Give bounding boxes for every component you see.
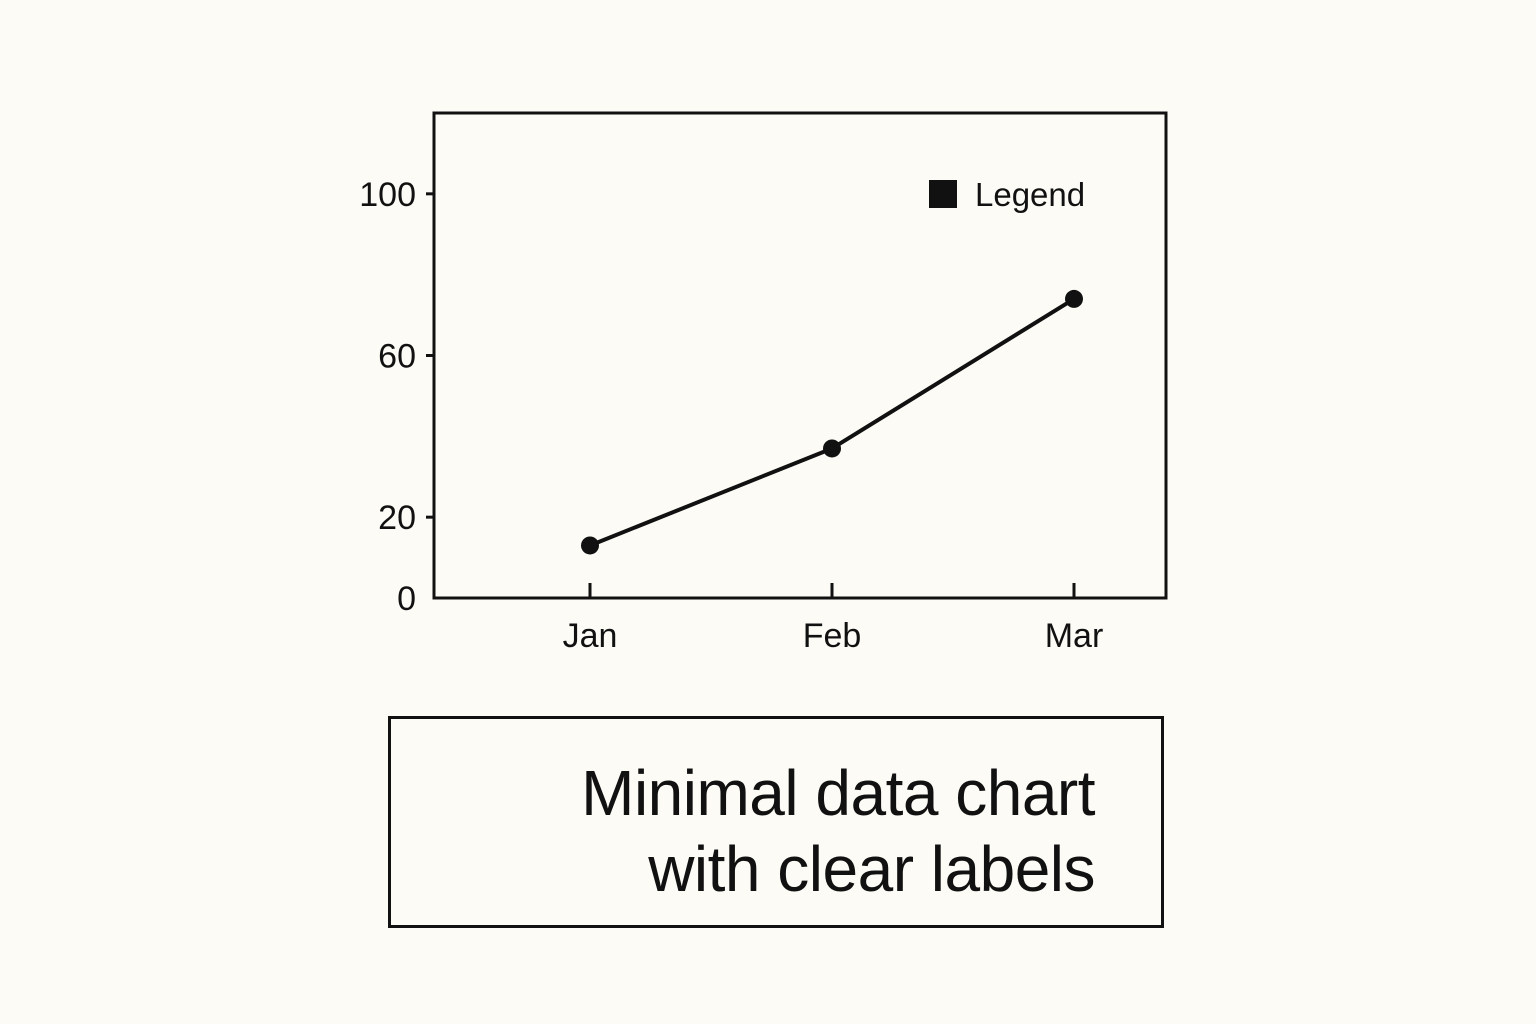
legend-swatch [929, 180, 957, 208]
data-point [581, 536, 599, 555]
caption-box: Minimal data chart with clear labels [388, 716, 1164, 928]
legend: Legend [929, 176, 1085, 213]
x-axis: Jan Feb Mar [563, 583, 1104, 655]
caption: Minimal data chart with clear labels [581, 755, 1095, 907]
y-tick-label: 0 [397, 580, 416, 618]
caption-line-2: with clear labels [648, 833, 1095, 905]
y-tick-label: 100 [359, 176, 416, 214]
data-point [823, 439, 841, 458]
y-axis: 0 20 60 100 [359, 176, 434, 618]
y-tick-label: 60 [378, 338, 416, 376]
series-layer [581, 289, 1083, 555]
data-point [1065, 289, 1083, 308]
y-tick-label: 20 [378, 499, 416, 537]
caption-line-1: Minimal data chart [581, 757, 1095, 829]
series-line [589, 297, 1076, 548]
legend-label: Legend [975, 176, 1085, 213]
x-tick-label: Mar [1045, 617, 1104, 655]
x-tick-label: Feb [803, 617, 862, 655]
x-tick-label: Jan [563, 617, 618, 655]
